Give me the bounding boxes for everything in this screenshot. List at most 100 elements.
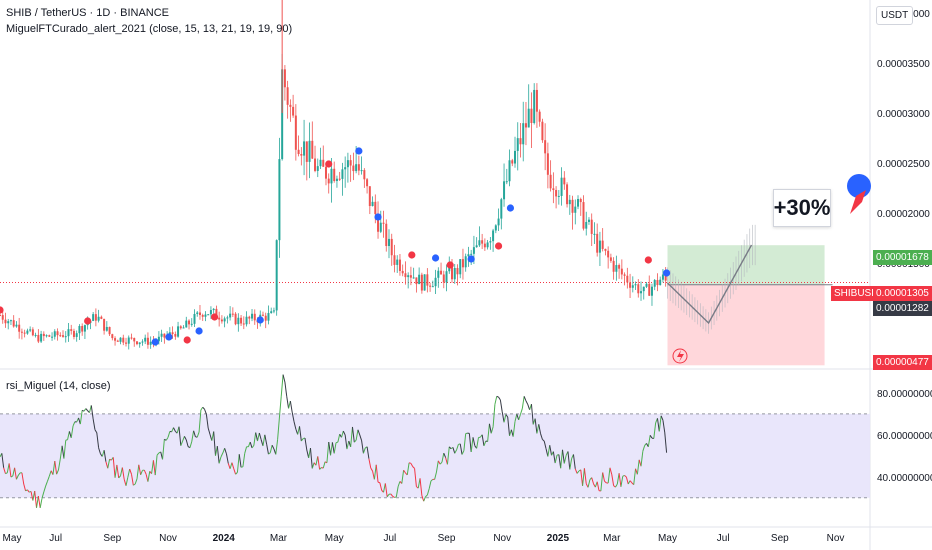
rsi-line-segment	[443, 452, 447, 458]
rsi-line-segment	[30, 491, 34, 501]
rsi-line-segment	[410, 463, 414, 467]
candle	[201, 315, 204, 317]
rsi-line-segment	[426, 488, 430, 496]
candle	[231, 313, 234, 315]
candle	[335, 178, 338, 182]
rsi-line-segment	[560, 449, 563, 469]
candle	[333, 168, 336, 182]
time-tick-label: Sep	[438, 533, 456, 544]
candle	[261, 314, 264, 316]
candle	[557, 195, 560, 197]
rsi-line-segment	[103, 450, 107, 462]
rsi-line-segment	[499, 399, 503, 412]
rsi-line-segment	[257, 432, 260, 442]
candle	[555, 190, 558, 197]
rsi-line-segment	[140, 470, 143, 475]
current-price-label: 0.00001305	[873, 286, 932, 301]
rsi-legend[interactable]: rsi_Miguel (14, close)	[6, 380, 111, 392]
candle	[538, 111, 541, 122]
candle	[371, 201, 374, 207]
candle	[453, 268, 456, 280]
candle	[207, 314, 210, 316]
rsi-line-segment	[561, 449, 565, 464]
time-tick-label: Nov	[827, 533, 845, 544]
rsi-line-segment	[647, 435, 651, 447]
candle	[130, 337, 133, 339]
time-tick-label: May	[3, 533, 22, 544]
candle	[404, 273, 407, 278]
rsi-line-segment	[662, 420, 666, 433]
loss-zone[interactable]	[667, 284, 825, 366]
candle	[253, 313, 256, 321]
rsi-line-segment	[152, 460, 156, 476]
candle	[604, 248, 607, 251]
candle	[385, 223, 388, 247]
candle	[464, 256, 467, 268]
rsi-line-segment	[277, 417, 280, 440]
rsi-line-segment	[189, 441, 193, 448]
projection-path[interactable]	[667, 244, 753, 325]
candle	[497, 218, 500, 226]
rsi-line-segment	[202, 406, 205, 410]
candle	[141, 341, 144, 343]
rsi-line-segment	[253, 432, 257, 446]
candle	[409, 275, 412, 278]
buy-signal-dot	[506, 204, 515, 212]
time-tick-label: Mar	[603, 533, 621, 544]
candle	[645, 283, 648, 287]
profit-zone[interactable]	[667, 245, 825, 285]
rsi-line-segment	[220, 452, 224, 458]
rsi-line-segment	[344, 434, 348, 450]
rsi-line-segment	[304, 437, 308, 451]
candle	[338, 178, 341, 180]
time-tick-label: Nov	[159, 533, 177, 544]
gain-annotation[interactable]: +30%	[773, 189, 831, 227]
rsi-line-segment	[331, 442, 335, 454]
candle	[267, 313, 270, 321]
candle	[659, 279, 662, 286]
stop-price-label: 0.00000477	[873, 355, 932, 370]
candle	[574, 206, 577, 213]
rsi-line-segment	[353, 439, 357, 443]
currency-selector[interactable]: USDT	[876, 6, 914, 25]
rsi-line-segment	[596, 481, 600, 491]
rsi-line-segment	[81, 409, 85, 412]
candle	[308, 140, 311, 162]
candle	[251, 313, 254, 319]
rsi-line-segment	[218, 456, 222, 464]
rsi-line-segment	[574, 468, 578, 474]
candle	[607, 250, 610, 258]
sell-signal-dot	[210, 313, 219, 321]
candle	[596, 233, 599, 253]
rsi-line-segment	[300, 438, 304, 442]
candle	[37, 334, 40, 342]
candle	[108, 326, 111, 335]
rsi-line-segment	[569, 458, 573, 470]
candle	[29, 329, 32, 331]
symbol-title[interactable]: SHIB / TetherUS · 1D · BINANCE	[6, 7, 170, 19]
candle	[519, 138, 522, 145]
candle	[70, 329, 73, 331]
rsi-line-segment	[145, 474, 149, 482]
candle	[346, 160, 349, 168]
candle	[357, 164, 360, 171]
rsi-line-segment	[425, 494, 428, 498]
rsi-line-segment	[12, 467, 16, 477]
candle	[437, 270, 440, 278]
rsi-line-segment	[56, 469, 59, 475]
rsi-line-segment	[154, 455, 158, 476]
candle	[62, 335, 65, 337]
sell-signal-dot	[0, 306, 4, 314]
candle	[319, 159, 322, 167]
candle	[1, 315, 4, 320]
rsi-line-segment	[125, 477, 129, 486]
rsi-line-segment	[580, 469, 584, 486]
rsi-line-segment	[151, 460, 154, 474]
target-price-label: 0.00001678	[873, 250, 932, 265]
candle	[303, 141, 306, 156]
rsi-line-segment	[114, 464, 118, 478]
rsi-line-segment	[275, 439, 279, 455]
indicator-legend[interactable]: MiguelFTCurado_alert_2021 (close, 15, 13…	[6, 23, 293, 35]
candle	[360, 170, 363, 172]
candle	[81, 326, 84, 332]
